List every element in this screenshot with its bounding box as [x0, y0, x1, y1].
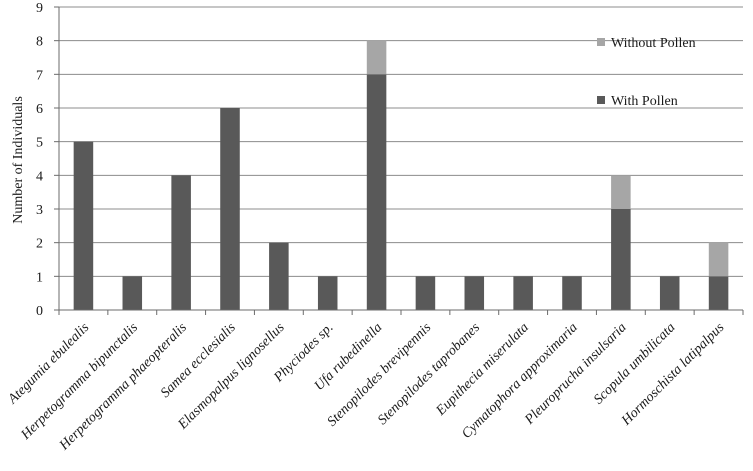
bar-segment-with-pollen: [659, 276, 680, 310]
bar-segment-with-pollen: [122, 276, 143, 310]
bar-segment-with-pollen: [317, 276, 338, 310]
legend-label: Without Pollen: [611, 36, 696, 51]
bar-segment-without-pollen: [611, 175, 631, 209]
y-tick-label: 0: [36, 304, 43, 319]
bar-segment-with-pollen: [366, 74, 387, 310]
y-axis-title: Number of Individuals: [11, 96, 26, 224]
x-category-label: Ategumia ebulealis: [5, 320, 93, 408]
y-tick-label: 6: [36, 102, 43, 117]
bar-segment-with-pollen: [269, 242, 289, 310]
y-tick-label: 5: [36, 136, 43, 151]
legend-label: With Pollen: [611, 94, 678, 109]
y-tick-label: 3: [36, 203, 43, 218]
y-tick-label: 8: [36, 35, 43, 50]
legend-swatch: [597, 38, 605, 46]
bar-segment-with-pollen: [562, 276, 582, 310]
y-tick-label: 4: [36, 169, 43, 184]
x-category-label: Eupithecia miserulata: [433, 320, 532, 419]
bar-segment-without-pollen: [708, 242, 729, 277]
y-tick-labels: 0 1 2 3 4 5 6 7 8 9: [36, 1, 43, 319]
bar-segment-with-pollen: [513, 276, 533, 310]
bar-segment-without-pollen: [366, 40, 387, 75]
x-category-label: Scopula umbilicata: [591, 320, 678, 407]
legend: Without Pollen With Pollen: [597, 36, 696, 109]
bar-segment-with-pollen: [464, 276, 485, 310]
bar-segment-with-pollen: [220, 108, 240, 310]
y-tick-label: 9: [36, 1, 43, 16]
bar-segment-with-pollen: [611, 209, 631, 310]
bars: [73, 40, 729, 310]
axes: [54, 6, 744, 315]
legend-swatch: [597, 96, 605, 104]
y-tick-label: 1: [36, 270, 43, 285]
bar-segment-with-pollen: [708, 276, 729, 310]
bar-segment-with-pollen: [415, 276, 436, 310]
bar-segment-with-pollen: [171, 175, 191, 310]
y-tick-label: 7: [36, 68, 43, 83]
y-tick-label: 2: [36, 237, 43, 252]
bar-segment-with-pollen: [73, 141, 94, 310]
